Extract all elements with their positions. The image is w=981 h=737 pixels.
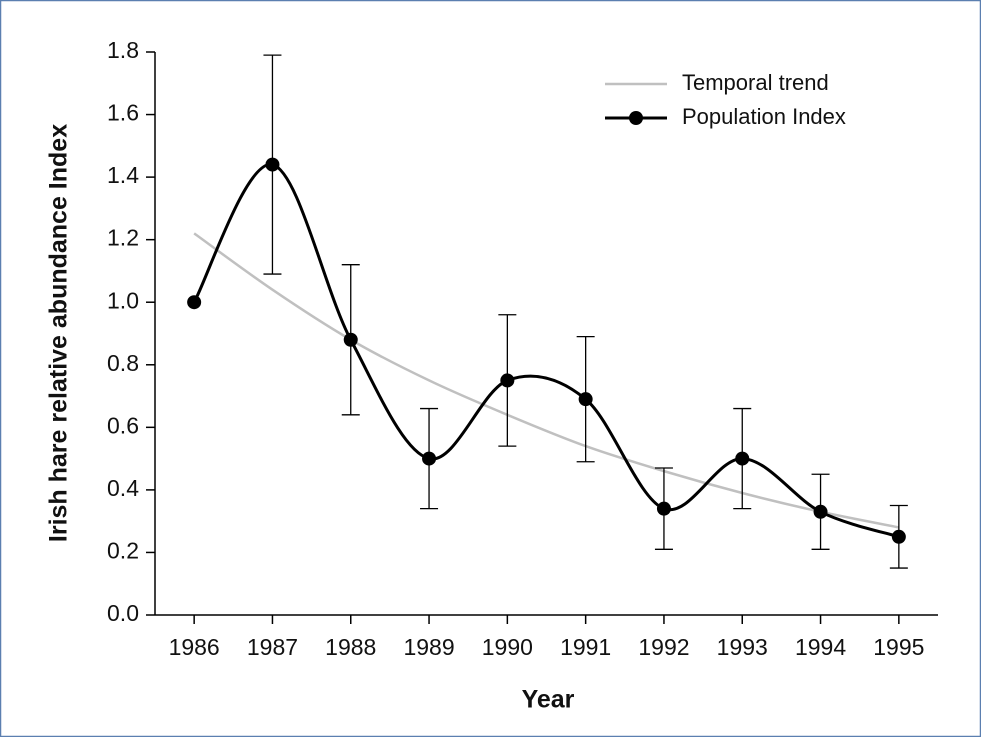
x-tick-label: 1991 — [560, 634, 611, 660]
data-point — [813, 504, 828, 519]
data-point — [891, 529, 906, 544]
y-tick-label: 1.6 — [107, 100, 139, 126]
y-tick-label: 0.0 — [107, 600, 139, 626]
y-tick-label: 0.4 — [107, 475, 139, 501]
y-tick-label: 0.6 — [107, 412, 139, 438]
data-point — [500, 373, 515, 388]
x-tick-label: 1994 — [795, 634, 846, 660]
data-point — [343, 332, 358, 347]
y-tick-label: 1.0 — [107, 287, 139, 313]
x-tick-label: 1990 — [482, 634, 533, 660]
x-axis-label: Year — [522, 686, 575, 714]
data-point — [578, 392, 593, 407]
data-point — [656, 501, 671, 516]
data-point — [735, 451, 750, 466]
y-tick-label: 1.2 — [107, 225, 139, 251]
data-point — [265, 157, 280, 172]
legend-label: Temporal trend — [682, 70, 829, 95]
y-tick-label: 0.2 — [107, 538, 139, 564]
series-line — [193, 232, 900, 529]
x-tick-label: 1995 — [873, 634, 924, 660]
x-tick-label: 1992 — [638, 634, 689, 660]
data-point — [187, 295, 202, 310]
x-tick-label: 1989 — [403, 634, 454, 660]
y-tick-label: 1.8 — [107, 37, 139, 63]
legend-marker — [629, 111, 643, 125]
x-tick-label: 1988 — [325, 634, 376, 660]
legend-label: Population Index — [682, 104, 846, 129]
x-tick-label: 1993 — [717, 634, 768, 660]
y-tick-label: 0.8 — [107, 350, 139, 376]
y-tick-label: 1.4 — [107, 162, 139, 188]
x-tick-label: 1986 — [169, 634, 220, 660]
data-point — [422, 451, 437, 466]
x-tick-label: 1987 — [247, 634, 298, 660]
y-axis-label: Irish hare relative abundance Index — [45, 124, 73, 542]
